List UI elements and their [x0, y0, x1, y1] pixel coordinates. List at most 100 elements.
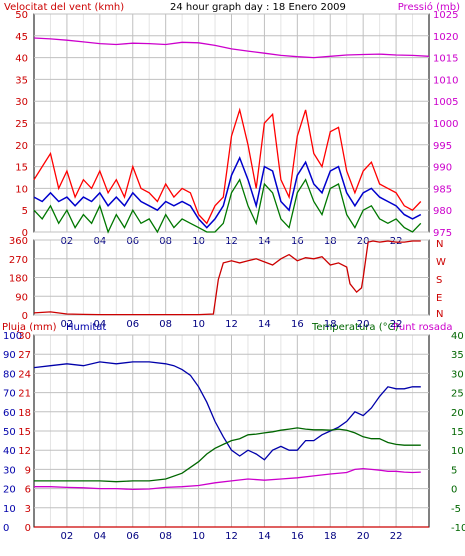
pressure-line	[33, 37, 430, 59]
rain-tick-label: 18	[18, 408, 31, 419]
humidity-tick-label: 10	[3, 504, 16, 515]
direction-tick-label: 90	[15, 292, 28, 303]
x-tick-label: 02	[61, 319, 74, 330]
rain-axis-label: Pluja (mm)	[2, 322, 57, 333]
wind-tick-label: 45	[15, 32, 28, 43]
dewpoint-line	[34, 467, 421, 491]
x-tick-label: 10	[192, 319, 205, 330]
x-tick-label: 12	[225, 319, 238, 330]
direction-tick-label: 270	[9, 255, 28, 266]
x-tick-label: 20	[357, 531, 370, 542]
x-tick-label: 18	[324, 319, 337, 330]
x-tick-label: 16	[291, 319, 304, 330]
rain-tick-label: 0	[25, 523, 31, 534]
wind-tick-label: 50	[15, 10, 28, 21]
humidity-tick-label: 20	[3, 485, 16, 496]
x-tick-label: 14	[258, 531, 271, 542]
wind-tick-label: 25	[15, 119, 28, 130]
humidity-tick-label: 60	[3, 408, 16, 419]
x-tick-label: 20	[357, 319, 370, 330]
dir-label-n-bottom: N	[436, 309, 443, 320]
wind-tick-label: 40	[15, 54, 28, 65]
wind-tick-label: 35	[15, 75, 28, 86]
pressure-tick-label: 1000	[433, 119, 458, 130]
rain-tick-label: 12	[18, 446, 31, 457]
pressure-tick-label: 990	[433, 163, 452, 174]
temperature-line	[34, 427, 421, 483]
pressure-tick-label: 980	[433, 206, 452, 217]
dewpoint-axis-label: Punt rosada	[393, 322, 452, 333]
wind-axis-label: Velocitat del vent (kmh)	[4, 2, 124, 13]
x-tick-label: 22	[390, 531, 403, 542]
humidity-tick-label: 50	[3, 427, 16, 438]
pressure-tick-label: 1015	[433, 54, 458, 65]
temperature-axis-label: Temperatura (°C)	[311, 322, 399, 333]
chart-title: 24 hour graph day : 18 Enero 2009	[170, 2, 346, 13]
humidity-line	[33, 361, 421, 461]
pressure-axis-label: Pressió (mb)	[398, 1, 460, 13]
direction-tick-label: 0	[22, 311, 28, 322]
wind-tick-label: 15	[15, 163, 28, 174]
x-tick-label: 08	[159, 531, 172, 542]
humidity-axis-label: Humitat	[66, 322, 106, 333]
rain-tick-label: 3	[25, 504, 31, 515]
humidity-tick-label: 30	[3, 465, 16, 476]
rain-tick-label: 30	[18, 331, 31, 342]
humidity-tick-label: 80	[3, 369, 16, 380]
temperature-tick-label: 0	[451, 485, 457, 496]
x-tick-label: 02	[61, 531, 74, 542]
wind-tick-label: 20	[15, 141, 28, 152]
x-tick-label: 16	[291, 531, 304, 542]
x-tick-label: 10	[192, 531, 205, 542]
wind-line	[33, 178, 422, 234]
pressure-tick-label: 975	[433, 228, 452, 239]
x-tick-label: 08	[159, 319, 172, 330]
rain-tick-label: 27	[18, 350, 31, 361]
pressure-tick-label: 1025	[433, 10, 458, 21]
wind-tick-label: 5	[22, 206, 28, 217]
pressure-tick-label: 1020	[433, 32, 458, 43]
direction-line	[33, 240, 421, 316]
pressure-tick-label: 1005	[433, 97, 458, 108]
rain-tick-label: 24	[18, 369, 31, 380]
temperature-tick-label: -10	[451, 523, 465, 534]
pressure-tick-label: 985	[433, 184, 452, 195]
humidity-tick-label: 90	[3, 350, 16, 361]
temperature-tick-label: 20	[451, 408, 464, 419]
x-tick-label: 06	[126, 319, 139, 330]
dir-label-n-top: N	[436, 239, 443, 250]
dir-label-e: E	[436, 293, 442, 304]
temperature-tick-label: 15	[451, 427, 464, 438]
rain-tick-label: 6	[25, 485, 31, 496]
humidity-tick-label: 0	[3, 523, 9, 534]
temperature-tick-label: 30	[451, 369, 464, 380]
temperature-tick-label: 40	[451, 331, 464, 342]
gust-line	[33, 107, 422, 225]
humidity-tick-label: 40	[3, 446, 16, 457]
pressure-tick-label: 995	[433, 141, 452, 152]
humidity-tick-label: 100	[3, 331, 22, 342]
dir-label-s: S	[436, 275, 442, 286]
direction-tick-label: 180	[9, 274, 28, 285]
wind-tick-label: 10	[15, 184, 28, 195]
rain-tick-label: 21	[18, 389, 31, 400]
wind-tick-label: 0	[22, 228, 28, 239]
pressure-tick-label: 1010	[433, 75, 458, 86]
dir-label-w: W	[436, 257, 446, 268]
x-tick-label: 18	[324, 531, 337, 542]
x-tick-label: 04	[93, 319, 106, 330]
wind-tick-label: 30	[15, 97, 28, 108]
rain-tick-label: 15	[18, 427, 31, 438]
humidity-tick-label: 70	[3, 389, 16, 400]
temperature-tick-label: 10	[451, 446, 464, 457]
temperature-tick-label: 35	[451, 350, 464, 361]
x-tick-label: 22	[390, 319, 403, 330]
wind-avg-line	[33, 155, 422, 229]
x-tick-label: 14	[258, 319, 271, 330]
x-tick-label: 06	[126, 531, 139, 542]
temperature-tick-label: 25	[451, 389, 464, 400]
temperature-tick-label: -5	[451, 504, 461, 515]
rain-tick-label: 9	[25, 465, 31, 476]
